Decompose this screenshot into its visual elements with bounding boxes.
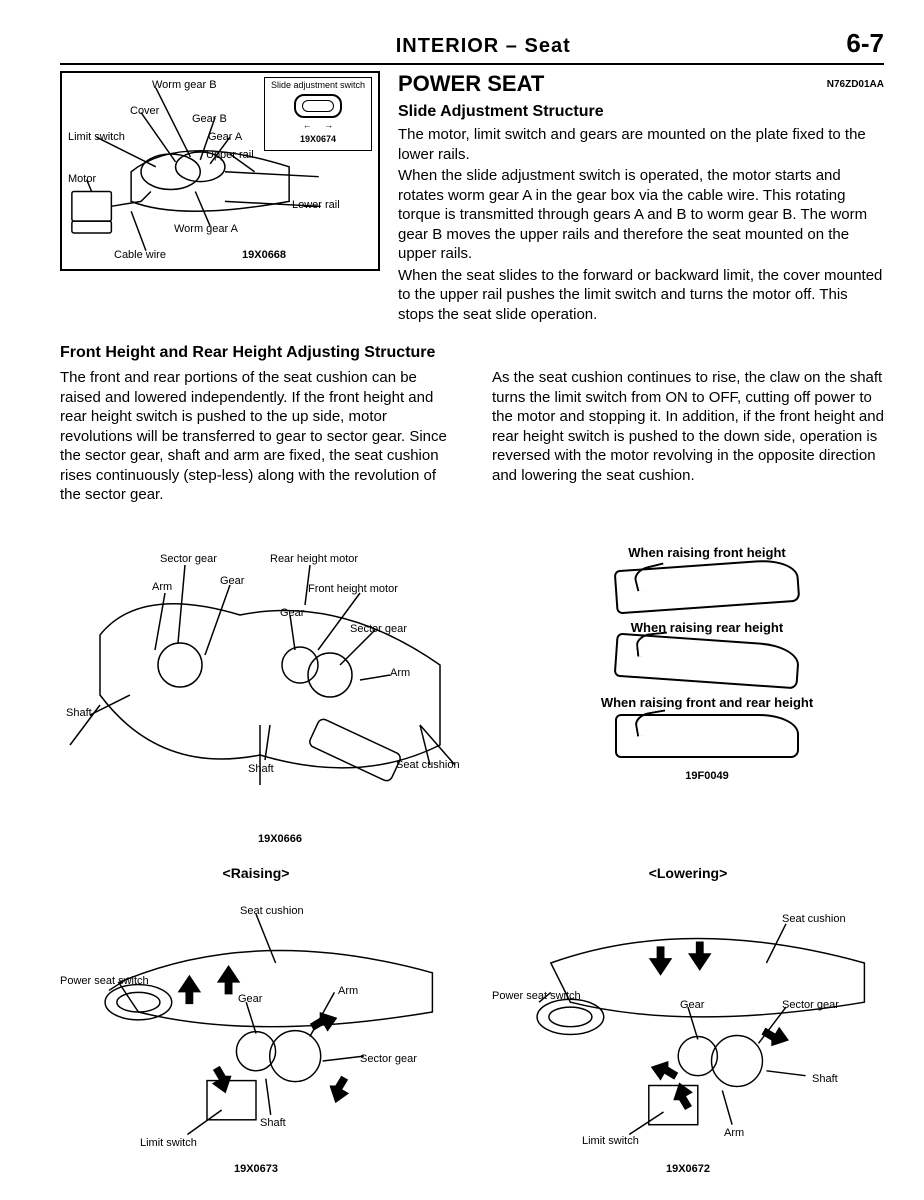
label-sector-gear: Sector gear [160,553,217,565]
slide-switch-box: Slide adjustment switch ← → 19X0674 [264,77,372,151]
label-gear: Gear [220,575,244,587]
label-seat-cushion: Seat cushion [396,759,460,771]
figure-1: Worm gear B Cover Gear B Limit switch Ge… [60,71,380,271]
r-shaft: Shaft [260,1117,286,1129]
power-seat-title: POWER SEAT [398,71,884,97]
header-title: INTERIOR – Seat [120,35,846,58]
l-power-switch: Power seat switch [492,990,581,1002]
middle-diagrams: Sector gear Rear height motor Arm Gear F… [60,545,884,845]
power-seat-text: N76ZD01AA POWER SEAT Slide Adjustment St… [398,71,884,326]
label-slide-switch: Slide adjustment switch [271,80,365,90]
label-shaft-2: Shaft [248,763,274,775]
height-states-code: 19F0049 [530,770,884,782]
r-gear: Gear [238,993,262,1005]
l-limit-switch: Limit switch [582,1135,639,1147]
height-states: When raising front height When raising r… [530,545,884,845]
label-cover: Cover [130,105,159,117]
switch-code: 19X0674 [271,134,365,144]
label-sector-gear-2: Sector gear [350,623,407,635]
label-arm: Arm [152,581,172,593]
r-arm: Arm [338,985,358,997]
figure-2: Sector gear Rear height motor Arm Gear F… [60,545,500,845]
cushion-rear-icon [614,632,801,689]
para-2: When the slide adjustment switch is oper… [398,166,884,264]
column-2: As the seat cushion continues to rise, t… [492,368,884,505]
label-worm-gear-b: Worm gear B [152,79,217,91]
para-3: When the seat slides to the forward or b… [398,266,884,325]
l-sector-gear: Sector gear [782,999,839,1011]
state-both: When raising front and rear height [530,695,884,758]
lowering-code: 19X0672 [492,1163,884,1175]
state-front: When raising front height [530,545,884,608]
top-section: Worm gear B Cover Gear B Limit switch Ge… [60,71,884,326]
para-1: The motor, limit switch and gears are mo… [398,125,884,164]
column-1: The front and rear portions of the seat … [60,368,452,505]
figure-2-svg [60,545,500,845]
r-limit-switch: Limit switch [140,1137,197,1149]
label-arm-2: Arm [390,667,410,679]
label-gear-a: Gear A [208,131,242,143]
l-gear: Gear [680,999,704,1011]
page: INTERIOR – Seat 6-7 [0,0,924,1185]
label-front-motor: Front height motor [308,583,398,595]
figure-2-code: 19X0666 [60,833,500,845]
label-upper-rail: Upper rail [206,149,254,161]
l-arm: Arm [724,1127,744,1139]
label-cable-wire: Cable wire [114,249,166,261]
page-header: INTERIOR – Seat 6-7 [60,28,884,65]
l-seat-cushion: Seat cushion [782,913,846,925]
lowering-diagram: <Lowering> [492,865,884,1165]
r-seat-cushion: Seat cushion [240,905,304,917]
state-both-label: When raising front and rear height [530,695,884,710]
page-number: 6-7 [846,28,884,59]
lowering-svg [492,865,884,1159]
label-motor: Motor [68,173,96,185]
bottom-diagrams: <Raising> [60,865,884,1165]
r-sector-gear: Sector gear [360,1053,417,1065]
raising-diagram: <Raising> [60,865,452,1165]
label-shaft: Shaft [66,707,92,719]
raising-code: 19X0673 [60,1163,452,1175]
cushion-both-icon [615,714,799,758]
l-shaft: Shaft [812,1073,838,1085]
label-lower-rail: Lower rail [292,199,340,211]
r-power-switch: Power seat switch [60,975,149,987]
state-rear: When raising rear height [530,620,884,683]
figure-1-code: 19X0668 [242,249,286,261]
state-front-label: When raising front height [530,545,884,560]
label-gear-2: Gear [280,607,304,619]
slide-subtitle: Slide Adjustment Structure [398,103,884,121]
section-code: N76ZD01AA [827,79,884,90]
label-gear-b: Gear B [192,113,227,125]
label-rear-motor: Rear height motor [270,553,358,565]
state-rear-label: When raising rear height [530,620,884,635]
cushion-front-icon [614,557,801,614]
height-section-title: Front Height and Rear Height Adjusting S… [60,344,884,362]
label-limit-switch: Limit switch [68,131,125,143]
two-column-text: The front and rear portions of the seat … [60,368,884,505]
label-worm-gear-a: Worm gear A [174,223,238,235]
switch-icon [294,94,342,118]
